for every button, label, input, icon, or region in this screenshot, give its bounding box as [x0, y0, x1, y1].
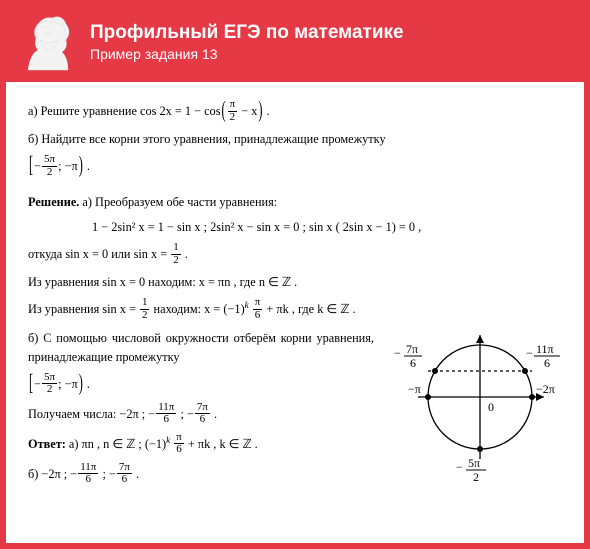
bust-icon [18, 10, 78, 74]
label-7pi6: − 7π 6 [394, 342, 422, 370]
got-numbers: Получаем числа: −2π ; −11π6 ; −7π6 . [28, 403, 374, 427]
label-minus-2pi: −2π [536, 382, 555, 396]
svg-text:6: 6 [544, 356, 550, 370]
svg-text:−: − [526, 346, 533, 360]
b-interval-2: [−5π2; −π) . [28, 373, 374, 397]
label-11pi6: − 11π 6 [526, 342, 560, 370]
from-eq-2: Из уравнения sin x = 12 находим: x = (−1… [28, 298, 562, 322]
header: Профильный ЕГЭ по математике Пример зада… [6, 0, 584, 82]
svg-text:2: 2 [473, 470, 479, 484]
otkuda-line: откуда sin x = 0 или sin x = 12 . [28, 243, 562, 267]
bottom-row: б) С помощью числовой окружности отберём… [28, 329, 562, 493]
task-a: а) Решите уравнение cos 2x = 1 − cos(π2 … [28, 100, 562, 124]
svg-text:11π: 11π [536, 342, 554, 356]
svg-text:6: 6 [410, 356, 416, 370]
svg-text:5π: 5π [468, 456, 480, 470]
label-0: 0 [488, 400, 494, 414]
label-5pi2: − 5π 2 [456, 456, 486, 484]
task-b-interval: [−5π2; −π) . [28, 155, 562, 179]
task-a-text: а) Решите уравнение [28, 104, 140, 118]
solution-intro: Решение. а) Преобразуем обе части уравне… [28, 193, 562, 212]
page-frame: Профильный ЕГЭ по математике Пример зада… [0, 0, 590, 549]
header-text: Профильный ЕГЭ по математике Пример зада… [90, 22, 404, 63]
page-subtitle: Пример задания 13 [90, 46, 404, 62]
label-minus-pi: −π [408, 382, 421, 396]
page-title: Профильный ЕГЭ по математике [90, 22, 404, 45]
svg-text:7π: 7π [406, 342, 418, 356]
b-intro: б) С помощью числовой окружности отберём… [28, 329, 374, 367]
svg-text:−: − [456, 460, 463, 474]
eq-a: cos 2x = 1 − cos(π2 − x) . [140, 104, 270, 118]
answer-a: Ответ: а) πn , n ∈ ℤ ; (−1)k π6 + πk , k… [28, 433, 374, 457]
svg-text:−: − [394, 346, 401, 360]
answer-b: б) −2π ; −11π6 ; −7π6 . [28, 463, 374, 487]
eq-line-1: 1 − 2sin² x = 1 − sin x ; 2sin² x − sin … [28, 218, 562, 237]
task-b: б) Найдите все корни этого уравнения, пр… [28, 130, 562, 149]
unit-circle-diagram: 0 −π −2π − 7π 6 − 11π 6 [384, 325, 562, 491]
solution-label: Решение. [28, 195, 79, 209]
content-paper: а) Решите уравнение cos 2x = 1 − cos(π2 … [6, 82, 584, 543]
bottom-text: б) С помощью числовой окружности отберём… [28, 329, 374, 493]
from-eq-1: Из уравнения sin x = 0 находим: x = πn ,… [28, 273, 562, 292]
